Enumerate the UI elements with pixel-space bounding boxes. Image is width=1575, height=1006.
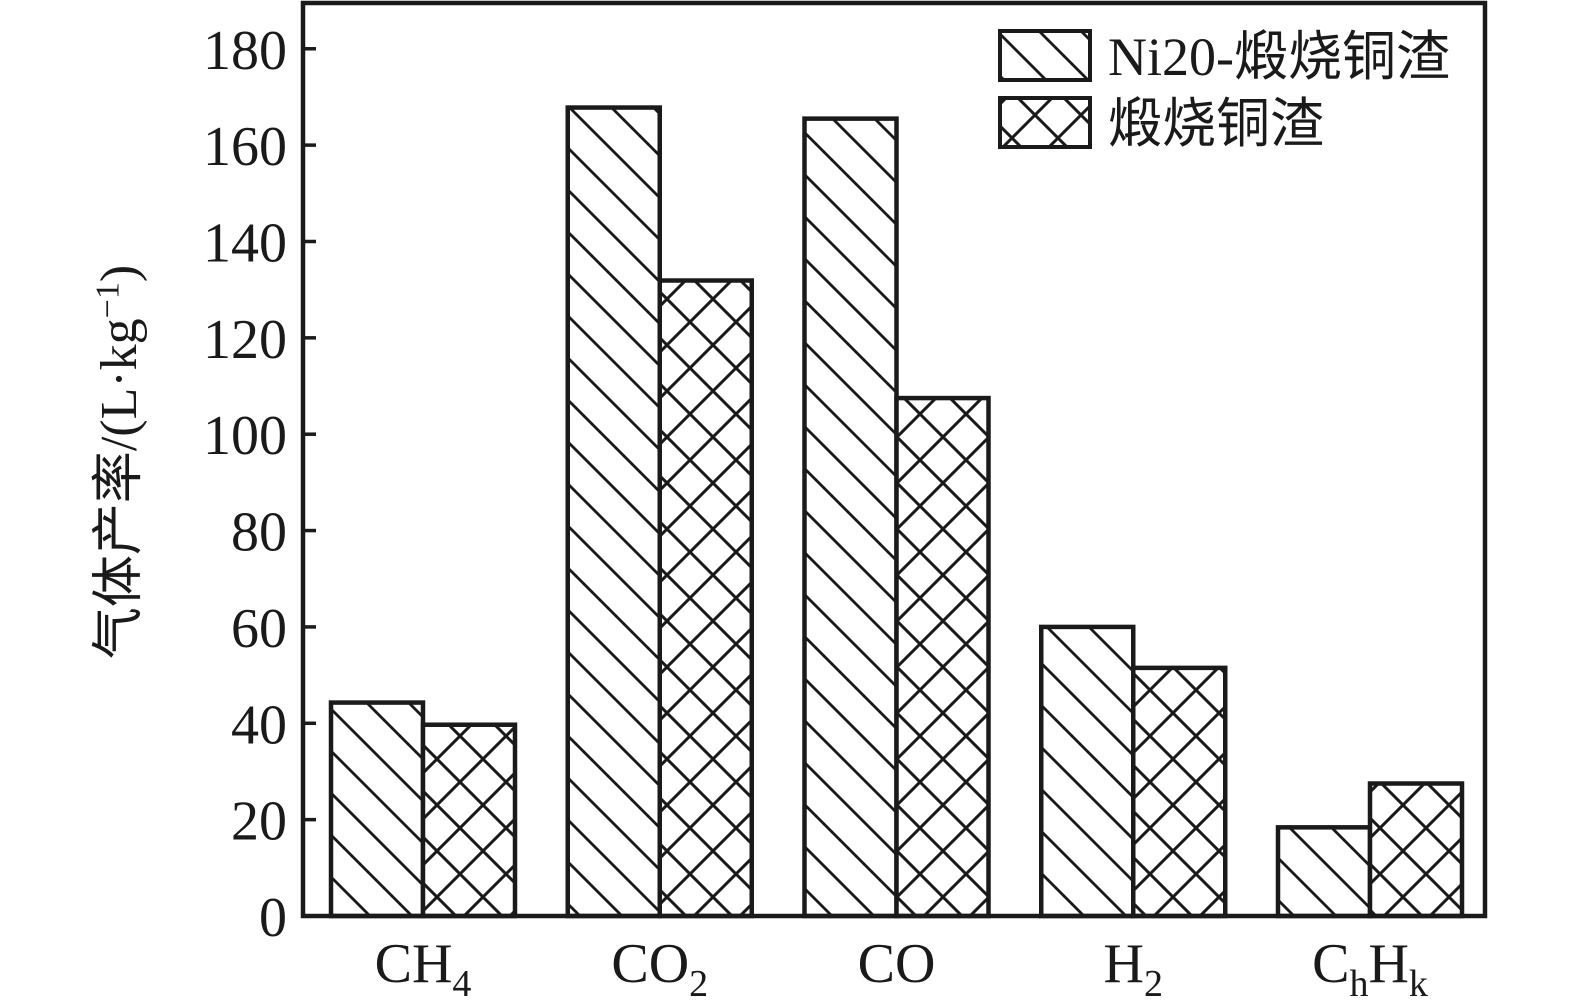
x-label-CO: CO [858,933,936,995]
bars-group [328,105,1465,919]
y-tick-label-180: 180 [203,20,287,82]
y-axis-tick-labels: 0 20 40 60 80 100 120 140 160 180 [203,20,287,949]
plot-frame [300,0,1488,919]
y-tick-label-140: 140 [203,212,287,274]
y-tick-label-0: 0 [259,887,287,949]
bar-CH4-calcined-copper-slag [420,722,518,919]
bar-CO-ni20-calcined-copper-slag [802,116,899,919]
x-label-CH4: CH4 [375,933,472,1005]
legend-swatch-cross-hatch [998,96,1092,149]
legend-item-calcined: 煅烧铜渣 [998,94,1324,154]
bar-H2-calcined-copper-slag [1131,665,1228,919]
y-tick-label-40: 40 [231,694,287,756]
y-tick-label-60: 60 [231,598,287,660]
bar-CH4-ni20-calcined-copper-slag [328,700,426,919]
y-tick-label-160: 160 [203,116,287,178]
x-label-CO2: CO2 [611,933,708,1005]
y-tick-label-100: 100 [203,405,287,467]
x-axis-labels: CH4 CO2 CO H2 ChHk [375,933,1428,1005]
bar-ChHk-calcined-copper-slag [1367,781,1465,919]
bar-CO-calcined-copper-slag [894,395,991,919]
legend-label-ni20: Ni20-煅烧铜渣 [1108,27,1450,87]
bar-ChHk-ni20-calcined-copper-slag [1275,825,1373,919]
legend: Ni20-煅烧铜渣 煅烧铜渣 [998,27,1450,154]
y-tick-label-80: 80 [231,502,287,564]
legend-swatch-diagonal-hatch [998,29,1092,82]
bar-CO2-ni20-calcined-copper-slag [565,105,662,919]
bar-CO2-calcined-copper-slag [657,278,754,919]
y-axis-ticks [303,47,316,918]
y-tick-label-120: 120 [203,309,287,371]
y-axis-title: 气体产率/(L·kg−1) [89,265,148,659]
y-tick-label-20: 20 [231,791,287,853]
legend-label-calcined: 煅烧铜渣 [1108,94,1324,154]
x-label-H2: H2 [1104,933,1163,1005]
x-label-ChHk: ChHk [1312,933,1428,1005]
legend-item-ni20: Ni20-煅烧铜渣 [998,27,1450,87]
bar-H2-ni20-calcined-copper-slag [1039,624,1136,919]
